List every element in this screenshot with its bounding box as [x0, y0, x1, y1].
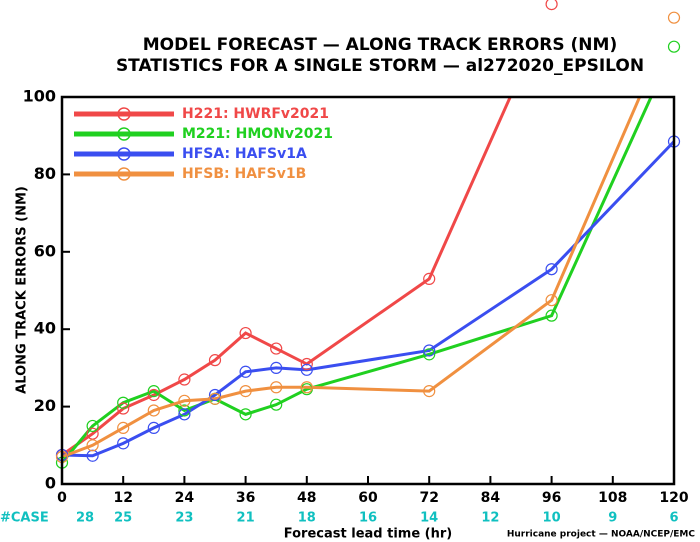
- x-axis-label: Forecast lead time (hr): [284, 527, 452, 542]
- legend-marker: [117, 127, 131, 141]
- series-marker: [239, 365, 252, 378]
- series-marker: [208, 388, 222, 402]
- footer: Hurricane project — NOAA/NCEP/EMC: [507, 530, 696, 540]
- series-marker: [147, 385, 160, 398]
- x-tick-label: 84: [481, 490, 501, 506]
- case-count: 10: [543, 511, 561, 526]
- legend-label: H221: HWRFv2021: [182, 106, 329, 122]
- series-marker: [239, 326, 252, 340]
- series-marker: [667, 40, 681, 53]
- series-marker: [178, 404, 191, 417]
- chart-subtitle: STATISTICS FOR A SINGLE STORM — al272020…: [116, 56, 644, 76]
- legend-label: M221: HMONv2021: [182, 126, 333, 142]
- series-marker: [423, 272, 436, 285]
- x-tick-label: 24: [175, 490, 195, 506]
- series-marker: [117, 396, 130, 409]
- series-marker: [270, 342, 283, 355]
- series-marker: [300, 357, 313, 371]
- series-marker: [270, 361, 283, 374]
- legend-label: HFSA: HAFSv1A: [182, 146, 307, 162]
- series-line: [62, 140, 674, 458]
- series-marker: [208, 392, 222, 405]
- series-marker: [117, 437, 130, 450]
- series-marker: [86, 419, 99, 433]
- series-marker: [239, 408, 252, 421]
- series-marker: [545, 0, 558, 11]
- case-count: 23: [175, 511, 193, 526]
- case-count: 6: [669, 511, 678, 526]
- x-tick-label: 48: [297, 490, 316, 506]
- series-marker: [270, 381, 283, 394]
- legend-marker: [117, 147, 131, 161]
- case-count: 21: [237, 511, 255, 526]
- series-marker: [300, 363, 313, 376]
- legend-marker: [117, 167, 131, 181]
- y-tick-label: 60: [34, 241, 56, 260]
- case-count: 12: [481, 511, 499, 526]
- series-marker: [147, 404, 160, 417]
- y-tick-label: 40: [34, 319, 56, 338]
- x-tick-label: 96: [542, 490, 561, 506]
- case-count: 28: [76, 511, 94, 526]
- series-marker: [423, 348, 436, 361]
- series-marker: [545, 309, 558, 322]
- series-marker: [239, 385, 252, 398]
- series-marker: [117, 402, 130, 415]
- series-marker: [117, 421, 130, 434]
- case-count: 14: [420, 511, 438, 526]
- series-marker: [147, 421, 160, 434]
- chart-title: MODEL FORECAST — ALONG TRACK ERRORS (NM): [143, 35, 617, 55]
- case-count: 9: [608, 511, 617, 526]
- case-label: #CASE: [0, 511, 49, 526]
- series-line: [62, 97, 512, 457]
- y-tick-label: 100: [23, 87, 56, 106]
- legend-marker: [117, 107, 131, 121]
- y-axis-label: ALONG TRACK ERRORS (NM): [15, 186, 30, 394]
- x-tick-label: 36: [236, 490, 255, 506]
- case-count: 16: [359, 511, 377, 526]
- series-marker: [300, 381, 313, 394]
- x-tick-label: 12: [113, 490, 132, 506]
- x-tick-label: 60: [358, 490, 378, 506]
- case-count: 18: [298, 511, 316, 526]
- series-marker: [545, 263, 558, 276]
- case-count: 25: [114, 511, 132, 526]
- x-tick-label: 108: [598, 490, 627, 506]
- legend-label: HFSB: HAFSv1B: [182, 166, 306, 182]
- x-tick-label: 0: [57, 490, 67, 506]
- series-marker: [86, 439, 99, 452]
- y-tick-label: 20: [34, 396, 56, 415]
- series-marker: [147, 388, 160, 402]
- x-tick-label: 72: [419, 490, 438, 506]
- series-marker: [178, 373, 191, 386]
- series-marker: [423, 344, 436, 357]
- series-marker: [208, 354, 222, 367]
- series-marker: [423, 385, 436, 398]
- series-marker: [178, 408, 191, 421]
- x-tick-label: 120: [659, 490, 688, 506]
- series-marker: [545, 294, 558, 307]
- series-marker: [178, 394, 191, 407]
- plot-frame: [60, 95, 676, 486]
- series-marker: [86, 427, 99, 440]
- y-tick-label: 80: [34, 164, 56, 183]
- series-marker: [667, 11, 681, 24]
- y-tick-label: 0: [45, 474, 56, 493]
- series-marker: [270, 398, 283, 411]
